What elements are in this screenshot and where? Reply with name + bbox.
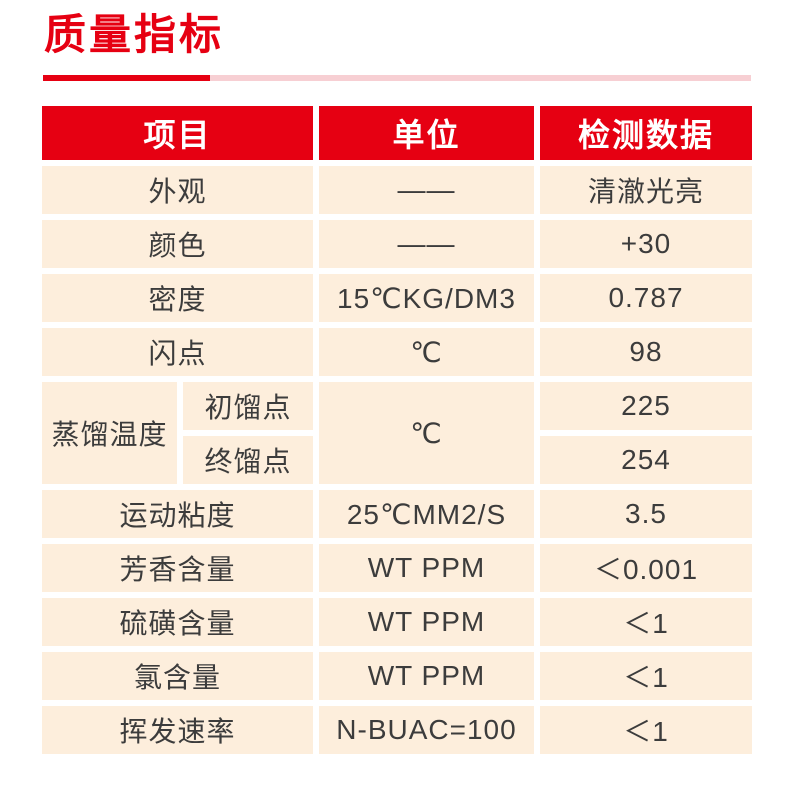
- page-title: 质量指标: [44, 11, 225, 58]
- column-header-item: 项目: [42, 106, 313, 160]
- table-cell-value: ＜1: [540, 652, 752, 700]
- table-cell-item: 外观: [42, 166, 313, 214]
- table-cell-unit: WT PPM: [319, 544, 534, 592]
- table-cell-unit: WT PPM: [319, 598, 534, 646]
- table-cell-item: 运动粘度: [42, 490, 313, 538]
- table-cell-unit: ℃: [319, 328, 534, 376]
- table-cell-item: 密度: [42, 274, 313, 322]
- table-cell-value: 0.787: [540, 274, 752, 322]
- table-cell-sub-item: 初馏点: [183, 382, 313, 430]
- table-cell-item-group: 蒸馏温度: [42, 382, 177, 484]
- title-underline-track: [43, 75, 751, 81]
- table-cell-item: 氯含量: [42, 652, 313, 700]
- title-underline-accent: [43, 75, 210, 81]
- table-cell-unit: 15℃KG/DM3: [319, 274, 534, 322]
- quality-spec-table: 项目 单位 检测数据 外观 —— 清澈光亮 颜色 —— +30 密度 15℃KG…: [42, 106, 752, 754]
- column-header-value: 检测数据: [540, 106, 752, 160]
- table-cell-value: 225: [540, 382, 752, 430]
- table-cell-value: ＜0.001: [540, 544, 752, 592]
- table-cell-unit: ——: [319, 166, 534, 214]
- table-cell-unit: ℃: [319, 382, 534, 484]
- table-cell-value: 3.5: [540, 490, 752, 538]
- table-cell-unit: WT PPM: [319, 652, 534, 700]
- table-cell-value: ＜1: [540, 598, 752, 646]
- table-cell-unit: 25℃MM2/S: [319, 490, 534, 538]
- table-cell-item: 硫磺含量: [42, 598, 313, 646]
- column-header-unit: 单位: [319, 106, 534, 160]
- table-cell-value: 98: [540, 328, 752, 376]
- table-cell-unit: ——: [319, 220, 534, 268]
- table-cell-value: 254: [540, 436, 752, 484]
- table-cell-value: 清澈光亮: [540, 166, 752, 214]
- table-cell-value: ＜1: [540, 706, 752, 754]
- table-cell-unit: N-BUAC=100: [319, 706, 534, 754]
- table-cell-sub-item: 终馏点: [183, 436, 313, 484]
- table-cell-item: 闪点: [42, 328, 313, 376]
- table-cell-item: 挥发速率: [42, 706, 313, 754]
- table-cell-item: 芳香含量: [42, 544, 313, 592]
- table-cell-value: +30: [540, 220, 752, 268]
- table-cell-item: 颜色: [42, 220, 313, 268]
